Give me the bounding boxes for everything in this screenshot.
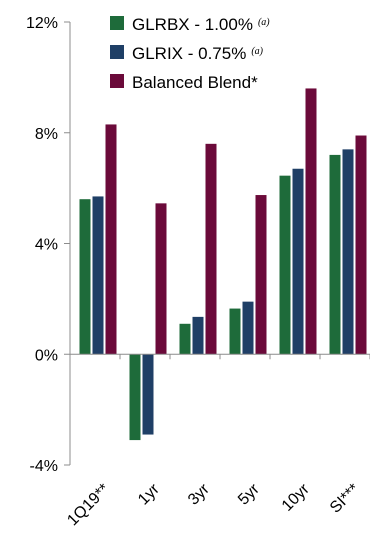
legend-note: (a) xyxy=(258,17,270,28)
bar-3-1 xyxy=(105,124,117,355)
bar-1-6 xyxy=(329,154,341,355)
x-tick-label: 10yr xyxy=(279,480,314,515)
legend-swatch xyxy=(110,74,124,88)
legend-label: GLRIX - 0.75% xyxy=(132,44,246,63)
bar-3-4 xyxy=(255,195,267,355)
bar-2-5 xyxy=(292,168,304,355)
y-tick-label: 0% xyxy=(35,347,58,364)
y-axis: 12% 8% 4% 0% -4% xyxy=(26,15,71,475)
bar-2-2 xyxy=(142,354,154,435)
x-tick-label: 1yr xyxy=(135,480,163,508)
x-axis: 1Q19** 1yr 3yr 5yr 10yr SI*** xyxy=(64,353,370,530)
legend: GLRBX - 1.00% (a) GLRIX - 0.75% (a) Balanced… xyxy=(110,15,270,92)
bar-1-5 xyxy=(279,175,291,355)
bar-3-6 xyxy=(355,135,367,355)
y-tick-label: 12% xyxy=(26,15,58,32)
bar-3-5 xyxy=(305,88,317,355)
x-tick-label: 3yr xyxy=(185,480,213,508)
legend-swatch xyxy=(110,45,124,59)
x-tick-label: SI*** xyxy=(327,481,363,517)
y-tick-label: 8% xyxy=(35,126,58,143)
bar-2-1 xyxy=(92,196,104,355)
bar-1-2 xyxy=(129,354,141,441)
bar-2-4 xyxy=(242,301,254,355)
bar-1-1 xyxy=(79,199,91,355)
x-tick-label: 5yr xyxy=(235,480,263,508)
legend-note: (a) xyxy=(251,46,263,57)
bar-1-4 xyxy=(229,308,241,355)
legend-label: Balanced Blend* xyxy=(132,73,258,92)
bar-3-3 xyxy=(205,143,217,355)
bar-2-6 xyxy=(342,149,354,355)
bar-2-3 xyxy=(192,316,204,355)
y-tick-label: -4% xyxy=(30,458,58,475)
legend-swatch xyxy=(110,16,124,30)
legend-label: GLRBX - 1.00% xyxy=(132,15,253,34)
bars xyxy=(79,88,367,441)
y-tick-label: 4% xyxy=(35,237,58,254)
bar-3-2 xyxy=(155,203,167,355)
bar-1-3 xyxy=(179,323,191,355)
x-tick-label: 1Q19** xyxy=(64,481,113,530)
